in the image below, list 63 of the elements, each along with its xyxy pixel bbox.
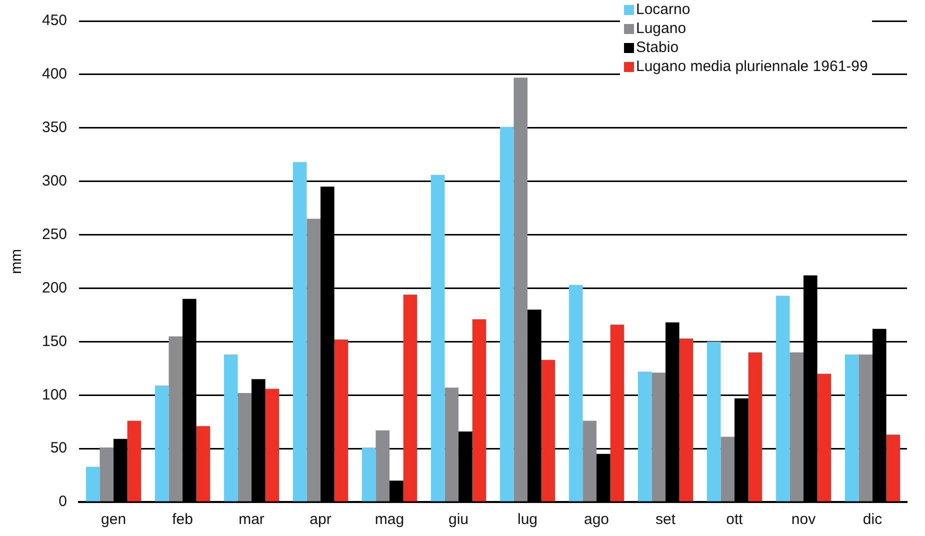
bar [265,388,280,502]
bar [403,294,418,502]
bar [776,296,790,502]
bar [568,285,583,502]
y-tick-label: 350 [42,119,68,136]
bar [292,162,307,502]
bar [541,360,556,502]
x-tick-label: mar [238,511,264,528]
y-tick-label: 150 [42,332,68,350]
legend-label: Lugano media pluriennale 1961-99 [636,58,868,75]
bar [472,319,486,502]
legend-label: Locarno [636,1,690,18]
bar [582,420,597,502]
x-tick-label: lug [517,511,538,528]
x-tick-label: nov [791,511,816,528]
bar [224,354,238,502]
y-axis-title: mm [8,249,26,274]
bar [886,434,900,502]
y-tick-label: 250 [42,226,68,243]
bar [168,336,183,502]
bar [706,342,721,502]
x-tick-label: dic [862,511,883,528]
bar [362,447,376,502]
bar [720,436,735,502]
bar [679,338,694,502]
bar [154,385,169,502]
bar [238,392,252,502]
bar [306,218,321,502]
x-tick-label: mag [374,511,404,528]
bar [858,354,872,502]
x-tick-label: ago [584,511,610,528]
legend-label: Lugano [636,20,686,37]
bar [790,352,804,502]
bar [748,352,762,502]
y-tick-label: 450 [42,12,68,30]
legend-label: Stabio [636,39,679,56]
bar [500,126,514,502]
bar [444,388,459,502]
x-tick-label: apr [310,511,332,528]
y-tick-label: 200 [42,279,68,296]
bar [86,466,100,502]
x-tick-label: feb [172,511,193,528]
y-tick-label: 400 [42,66,68,83]
bar [638,372,652,502]
bar [844,354,859,502]
bar [334,340,348,502]
bar [376,430,390,502]
bar [514,78,528,502]
bar [430,174,445,502]
bar [652,372,666,502]
bar [610,324,624,502]
x-tick-label: gen [101,511,126,528]
bar [196,426,210,502]
bar [100,447,114,502]
x-tick-label: giu [448,511,469,528]
y-tick-label: 100 [42,386,68,404]
bar [817,374,832,502]
bar [127,420,142,502]
x-tick-label: ott [726,511,744,528]
y-tick-label: 0 [58,493,68,510]
y-tick-label: 300 [42,172,68,190]
y-tick-label: 50 [50,440,68,457]
x-tick-label: set [656,511,676,528]
